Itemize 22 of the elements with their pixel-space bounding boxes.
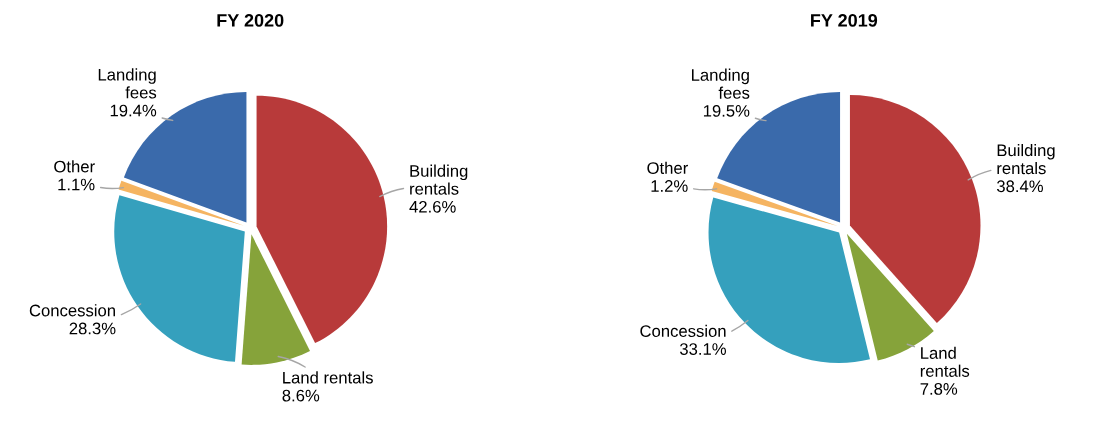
data-label: 1.1% (58, 178, 95, 191)
slice-label: Landing fees (692, 68, 750, 99)
data-label: 42.6% (409, 200, 456, 213)
slice-label: Land rentals (283, 371, 373, 384)
data-label: 1.2% (651, 180, 688, 192)
chart-title: FY 2020 (217, 13, 284, 27)
data-label: 28.3% (69, 322, 116, 335)
slice-label: Building rentals (410, 164, 468, 195)
data-label: 33.1% (679, 343, 726, 355)
slice-label: Concession (640, 324, 726, 337)
data-label: 19.4% (110, 104, 157, 117)
slice-label: Land rentals (920, 346, 970, 377)
chart-title: FY 2019 (811, 13, 878, 27)
data-label: 38.4% (996, 180, 1043, 193)
slice-label: Concession (29, 304, 115, 317)
data-label: 19.5% (703, 104, 750, 117)
slice-label: Other (647, 161, 688, 174)
data-label: 7.8% (920, 383, 958, 395)
data-label: 8.6% (282, 389, 320, 402)
slice-label: Other (54, 160, 95, 173)
slice-label: Building rentals (997, 144, 1055, 175)
slice-label: Landing fees (98, 68, 157, 99)
